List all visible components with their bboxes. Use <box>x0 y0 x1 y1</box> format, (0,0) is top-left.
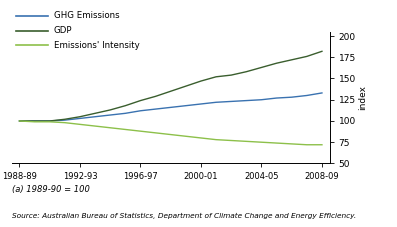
Text: GDP: GDP <box>54 26 72 35</box>
Text: GHG Emissions: GHG Emissions <box>54 11 119 20</box>
Text: Source: Australian Bureau of Statistics, Department of Climate Change and Energy: Source: Australian Bureau of Statistics,… <box>12 213 356 219</box>
Text: (a) 1989-90 = 100: (a) 1989-90 = 100 <box>12 185 90 194</box>
Y-axis label: index: index <box>358 85 368 110</box>
Text: Emissions' Intensity: Emissions' Intensity <box>54 41 139 50</box>
